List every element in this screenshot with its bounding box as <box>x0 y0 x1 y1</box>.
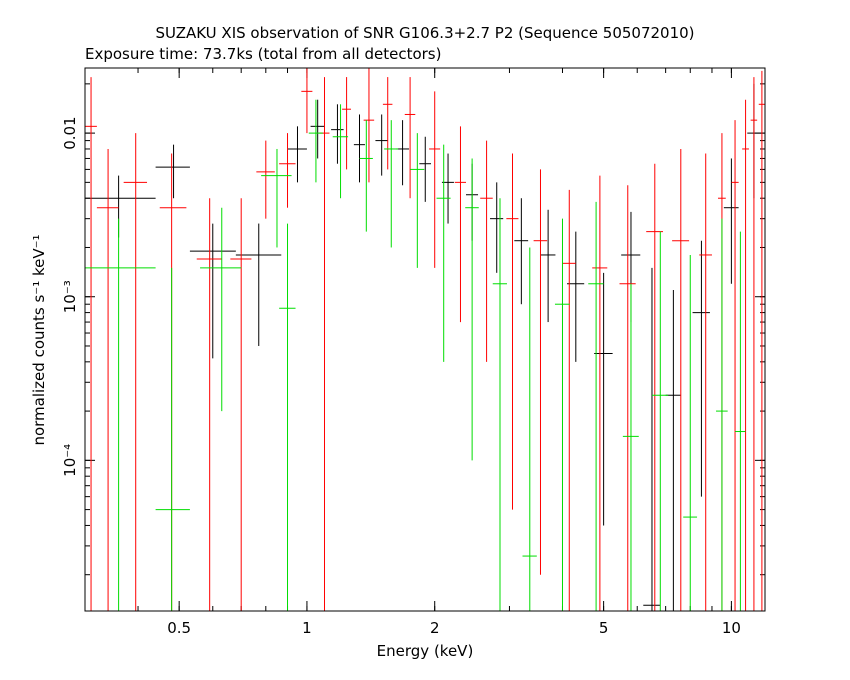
data-point <box>159 153 187 611</box>
x-tick-label: 2 <box>430 619 440 637</box>
data-point <box>256 140 275 219</box>
data-point <box>592 175 608 611</box>
data-point <box>436 144 451 362</box>
data-point <box>85 175 156 238</box>
data-point <box>622 283 639 611</box>
y-axis-label: normalized counts s⁻¹ keV⁻¹ <box>30 234 48 445</box>
data-point <box>287 126 307 183</box>
data-point <box>554 218 570 611</box>
data-point <box>319 77 330 611</box>
data-point <box>382 77 393 170</box>
y-tick-label: 10⁻⁴ <box>61 444 79 477</box>
data-point <box>758 70 765 611</box>
data-point <box>742 99 749 611</box>
data-point <box>567 231 585 362</box>
x-tick-label: 0.5 <box>167 619 191 637</box>
data-point <box>619 185 636 611</box>
data-point <box>359 120 373 232</box>
data-point <box>562 189 576 611</box>
x-tick-label: 10 <box>722 619 741 637</box>
data-point <box>301 68 313 134</box>
chart-subtitle: Exposure time: 73.7ks (total from all de… <box>85 45 441 63</box>
x-axis-label: Energy (keV) <box>377 642 474 660</box>
data-point <box>196 198 222 611</box>
axis-ticks: 0.5 1 2 5 10 10⁻⁴ 10⁻³ 0.01 <box>61 68 765 637</box>
data-point <box>540 209 556 323</box>
data-point <box>410 133 425 268</box>
y-tick-label: 10⁻³ <box>61 280 79 313</box>
data-point <box>506 153 519 510</box>
data-point <box>308 99 323 183</box>
data-point <box>384 120 399 248</box>
data-point <box>261 148 292 248</box>
data-series <box>85 68 765 611</box>
data-point <box>200 207 242 412</box>
x-tick-label: 5 <box>599 619 609 637</box>
data-point <box>353 114 365 183</box>
data-point <box>395 120 410 186</box>
data-point <box>189 223 236 359</box>
series-0 <box>85 83 761 611</box>
data-point <box>716 218 728 611</box>
data-point <box>699 153 712 611</box>
data-point <box>723 158 739 284</box>
data-point <box>155 267 190 611</box>
data-point <box>514 198 529 305</box>
data-point <box>490 182 504 273</box>
data-point <box>750 77 758 611</box>
data-point <box>665 289 681 611</box>
data-point <box>279 133 296 208</box>
data-point <box>588 201 604 611</box>
chart-title: SUZAKU XIS observation of SNR G106.3+2.7… <box>155 24 694 42</box>
data-point <box>683 254 698 611</box>
data-point <box>419 136 431 202</box>
data-point <box>672 148 690 611</box>
data-point <box>363 68 375 183</box>
data-point <box>85 77 97 611</box>
data-point <box>85 218 156 611</box>
y-tick-label: 0.01 <box>61 116 79 149</box>
data-point <box>465 158 479 461</box>
data-point <box>155 144 190 199</box>
plot-frame <box>84 67 766 612</box>
series-2 <box>85 99 746 611</box>
data-point <box>594 272 613 526</box>
data-point <box>342 77 351 170</box>
data-point <box>331 104 344 164</box>
data-point <box>230 198 252 611</box>
data-point <box>96 148 119 611</box>
data-point <box>279 223 296 611</box>
data-point <box>492 198 507 611</box>
data-point <box>429 91 441 268</box>
data-point <box>731 120 739 611</box>
data-point <box>332 104 349 199</box>
data-point <box>454 126 467 323</box>
data-point <box>651 231 669 611</box>
data-point <box>404 77 416 199</box>
x-tick-label: 1 <box>302 619 312 637</box>
data-point <box>480 140 493 362</box>
data-point <box>643 267 661 611</box>
data-point <box>533 169 548 575</box>
data-point <box>235 223 282 346</box>
data-point <box>310 99 325 159</box>
data-point <box>522 247 537 611</box>
data-point <box>692 240 710 497</box>
data-point <box>735 231 746 611</box>
data-point <box>375 114 388 176</box>
data-point <box>123 133 148 611</box>
